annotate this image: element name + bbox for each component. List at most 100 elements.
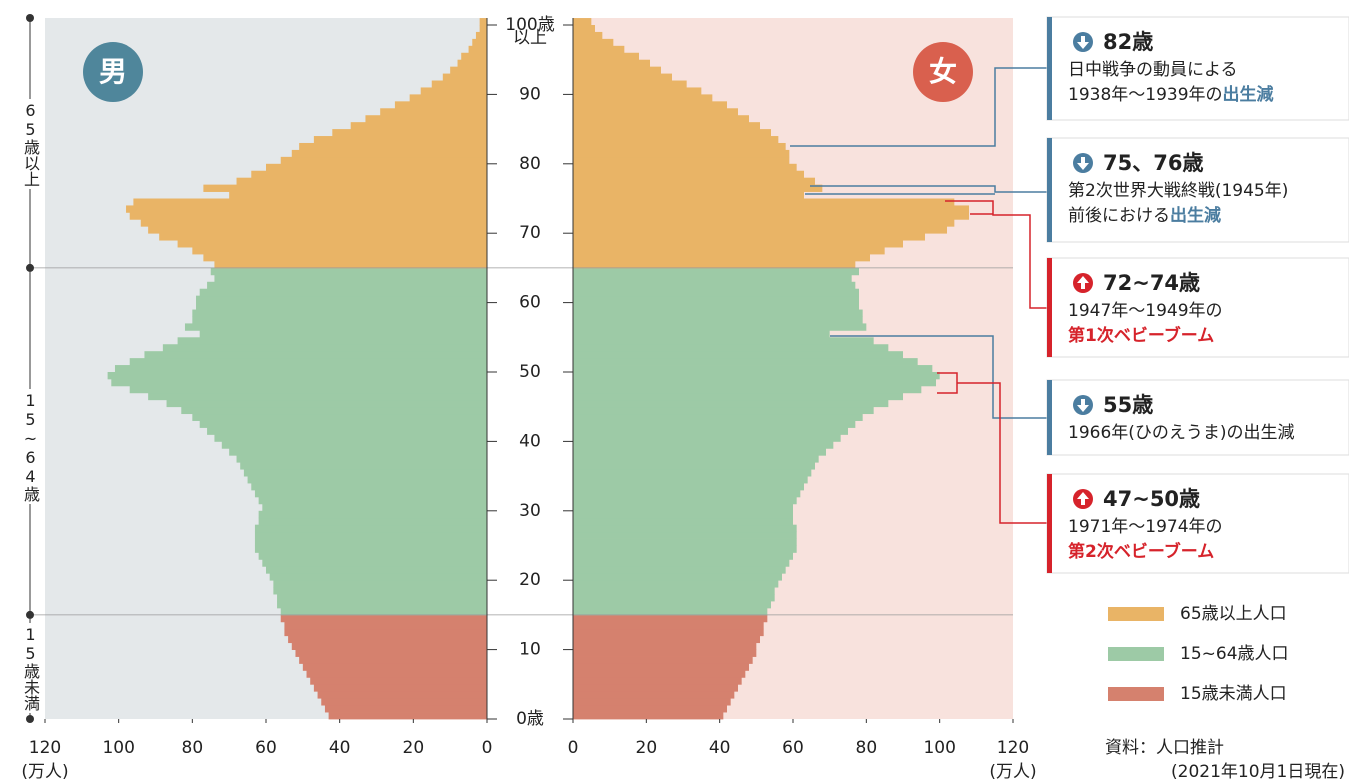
bar: [573, 594, 775, 602]
bar: [573, 351, 903, 359]
x-tick-label: 100: [102, 738, 134, 758]
bar: [573, 288, 859, 297]
bar: [126, 205, 488, 213]
bar: [321, 698, 487, 706]
bar: [313, 136, 487, 144]
annotation-text: 1971年～1974年の: [1068, 517, 1223, 537]
bar: [573, 358, 918, 366]
bar: [573, 677, 742, 685]
bar: [573, 385, 922, 394]
source: (2021年10月1日現在): [1171, 762, 1345, 782]
annotation-box: [1046, 379, 1349, 456]
arrow-glyph: [1077, 276, 1089, 289]
bar: [258, 510, 487, 519]
x-tick-label: 80: [182, 738, 204, 758]
annotation-line: 第2次世界大戦終戦(1945年): [1068, 181, 1288, 201]
bar: [479, 25, 487, 33]
bar: [573, 365, 933, 373]
bar: [573, 434, 841, 442]
bar: [280, 614, 487, 623]
bar: [192, 316, 488, 324]
bar: [573, 156, 790, 165]
bar: [573, 587, 775, 595]
bar: [317, 691, 487, 699]
legend-label: 15歳未満人口: [1180, 684, 1287, 704]
x-unit: (万人): [989, 762, 1036, 782]
bar: [262, 559, 487, 567]
bar: [573, 177, 815, 186]
bar: [573, 18, 592, 26]
x-tick-label: 0: [482, 738, 493, 758]
bar: [254, 538, 487, 546]
bar: [431, 80, 487, 88]
bar: [243, 469, 487, 477]
bar: [573, 191, 804, 199]
bar: [573, 184, 823, 192]
bar: [262, 503, 487, 512]
x-tick-label: 40: [709, 738, 731, 758]
bar: [479, 18, 487, 26]
bar: [129, 212, 487, 220]
bar: [573, 607, 768, 616]
bar: [573, 212, 969, 220]
bar: [573, 670, 746, 678]
bar: [273, 580, 487, 588]
bar: [210, 267, 487, 276]
annotation-border: [1047, 17, 1052, 120]
gender-badge: [913, 42, 973, 102]
bar: [254, 545, 487, 553]
bar: [144, 351, 487, 359]
bar: [573, 45, 625, 54]
bar: [573, 496, 797, 505]
annotation-line: 1947年～1949年の: [1068, 301, 1223, 321]
arrow-glyph: [1077, 492, 1089, 505]
bar: [573, 66, 661, 74]
bar: [573, 642, 757, 650]
bar: [573, 455, 819, 463]
bar: [291, 642, 487, 650]
bar: [203, 254, 487, 262]
bar: [573, 344, 889, 352]
bar: [573, 510, 793, 519]
bar: [111, 378, 488, 387]
bar: [199, 288, 487, 297]
bar: [573, 129, 771, 137]
bracket-dot: [26, 263, 34, 272]
bar: [573, 316, 863, 324]
bar: [442, 73, 487, 81]
bar: [573, 580, 779, 588]
bar: [573, 323, 867, 331]
annotation-border: [1047, 258, 1052, 357]
annotation-text: 第2次ベビーブーム: [1068, 541, 1214, 562]
age-tick-label: 90: [519, 84, 541, 104]
x-tick-label: 20: [403, 738, 425, 758]
annotation-text: 第2次世界大戦終戦(1945年): [1068, 181, 1288, 201]
bar: [573, 552, 793, 560]
x-tick-label: 120: [997, 738, 1029, 758]
bar: [573, 309, 863, 317]
bar: [181, 406, 488, 415]
bar: [573, 483, 804, 491]
x-unit: (万人): [21, 762, 68, 782]
bar: [162, 344, 487, 352]
annotation-title: 55歳: [1103, 393, 1153, 417]
group-side-label: 65歳以上: [21, 98, 40, 189]
bar: [207, 427, 488, 435]
age-tick-label: 20: [519, 570, 541, 590]
annotation-title: 47~50歳: [1103, 487, 1200, 511]
bar: [573, 52, 639, 61]
annotation-line: 1971年～1974年の: [1068, 517, 1223, 537]
bar: [573, 503, 793, 512]
bar: [199, 420, 487, 428]
annotation-text: 第1次ベビーブーム: [1068, 325, 1214, 346]
bar: [573, 122, 760, 130]
annotation-text: 日中戦争の動員による: [1068, 60, 1238, 80]
annotation-title: 82歳: [1103, 30, 1153, 54]
bar: [573, 205, 969, 213]
bar: [573, 531, 797, 539]
connector: [805, 185, 1047, 195]
annotation-line: 第2次ベビーブーム: [1068, 541, 1214, 562]
bar: [573, 399, 889, 408]
bar: [148, 392, 487, 401]
